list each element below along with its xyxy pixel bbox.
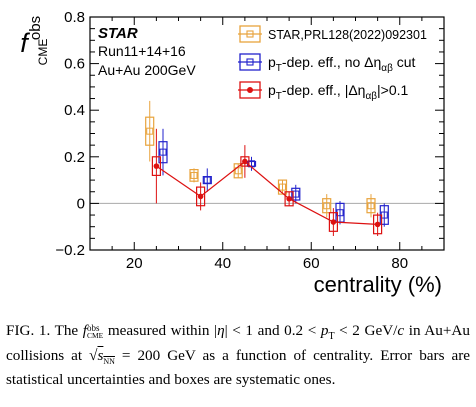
annotation-runs: Run11+14+16 bbox=[98, 43, 186, 59]
x-tick-label: 80 bbox=[391, 255, 408, 272]
y-label-sub: CME bbox=[36, 39, 50, 66]
series-2-point bbox=[197, 193, 204, 200]
plot-content bbox=[90, 100, 444, 236]
legend-entry-0: STAR,PRL128(2022)092301 bbox=[238, 25, 427, 43]
x-tick-label: 20 bbox=[126, 255, 143, 272]
series-2-point bbox=[286, 195, 292, 202]
series-1 bbox=[158, 128, 389, 227]
legend-entry-1: pT-dep. eff., no Δηαβ cut bbox=[238, 53, 416, 74]
series-1-point bbox=[159, 148, 167, 156]
axes: 20 40 60 80 −0.2 0 0.2 0.4 0.6 0.8 bbox=[55, 9, 445, 272]
x-axis-label: centrality (%) bbox=[314, 272, 442, 297]
series-0-point bbox=[278, 183, 286, 191]
series-2-point bbox=[374, 221, 381, 228]
x-tick-label: 60 bbox=[303, 255, 320, 272]
legend-entry-2: pT-dep. eff., |Δηαβ|>0.1 bbox=[238, 81, 409, 102]
y-tick-label: 0.8 bbox=[64, 9, 85, 26]
y-tick-label: 0.2 bbox=[64, 149, 85, 166]
series-0 bbox=[145, 100, 376, 218]
legend-label-2: pT-dep. eff., |Δηαβ|>0.1 bbox=[268, 82, 409, 102]
y-tick-label: −0.2 bbox=[55, 242, 85, 259]
y-label-sup: obs bbox=[27, 16, 44, 40]
legend-marker-1 bbox=[239, 53, 261, 71]
legend-label-0: STAR,PRL128(2022)092301 bbox=[268, 28, 427, 42]
legend-marker-2 bbox=[239, 81, 261, 99]
series-0-point bbox=[190, 171, 198, 179]
annotation-experiment: STAR bbox=[98, 25, 138, 42]
caption-fig-label: FIG. 1. bbox=[6, 322, 51, 339]
x-tick-label: 40 bbox=[214, 255, 231, 272]
chart: 20 40 60 80 −0.2 0 0.2 0.4 0.6 0.8 f obs CME cent… bbox=[20, 9, 445, 297]
y-tick-label: 0 bbox=[77, 195, 85, 212]
series-2-point bbox=[242, 158, 248, 165]
annotation-system: Au+Au 200GeV bbox=[98, 62, 196, 78]
y-tick-label: 0.4 bbox=[64, 102, 85, 119]
series-0-point bbox=[234, 167, 242, 175]
y-axis-label: f obs CME bbox=[20, 16, 50, 65]
series-0-point bbox=[323, 202, 331, 210]
series-0-point bbox=[367, 202, 375, 210]
figure-caption: FIG. 1. The f obs CME measured within |η| … bbox=[6, 322, 471, 389]
series-2 bbox=[151, 128, 383, 236]
y-tick-label: 0.6 bbox=[64, 56, 85, 73]
series-1-point bbox=[203, 176, 211, 184]
series-0-point bbox=[146, 127, 154, 135]
y-label-main: f bbox=[20, 28, 30, 58]
legend-marker-0 bbox=[239, 25, 261, 43]
series-2-point bbox=[330, 219, 337, 225]
series-2-point bbox=[153, 163, 160, 169]
legend: STAR,PRL128(2022)092301 pT-dep. eff., no… bbox=[238, 25, 427, 102]
series-2-line bbox=[156, 160, 378, 225]
legend-label-1: pT-dep. eff., no Δηαβ cut bbox=[268, 54, 416, 74]
